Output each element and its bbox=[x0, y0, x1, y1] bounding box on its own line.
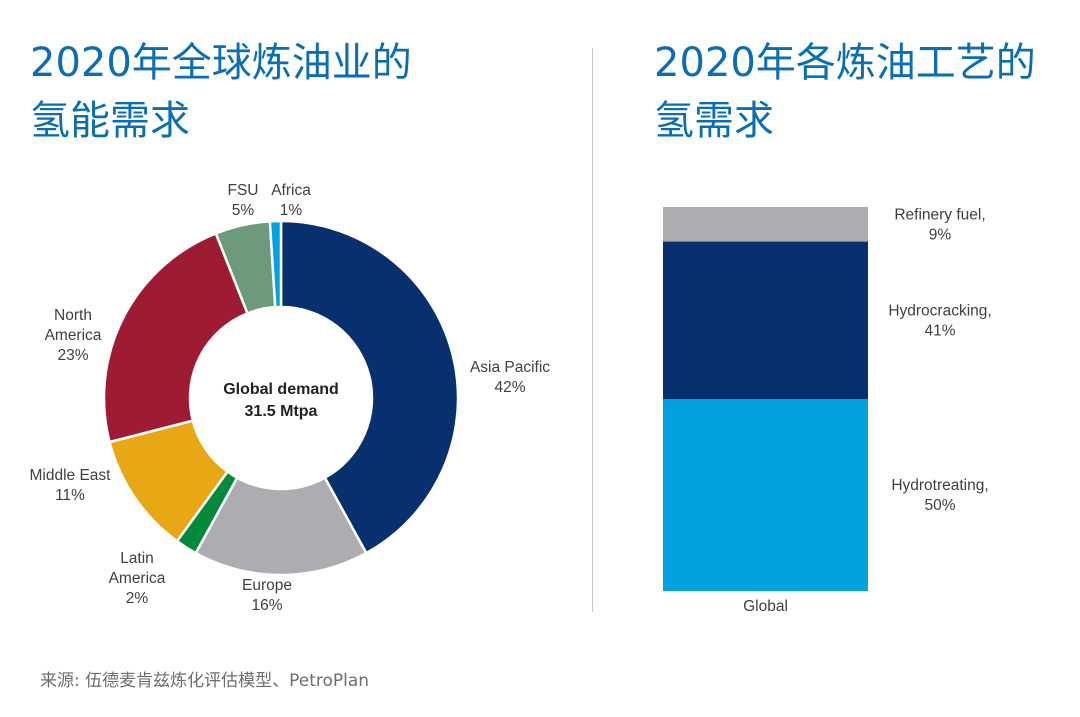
bar-label-refinery-fuel: Refinery fuel, 9% bbox=[894, 206, 985, 243]
slice-label-fsu: FSU 5% bbox=[228, 182, 259, 219]
slice-label-asia-pacific: Asia Pacific 42% bbox=[470, 359, 550, 396]
donut-center-value: 31.5 Mtpa bbox=[245, 403, 318, 420]
slice-label-europe: Europe 16% bbox=[242, 577, 292, 614]
left-chart-title: 2020年全球炼油业的 氢能需求 bbox=[30, 40, 412, 144]
slice-label-north-america: North America 23% bbox=[45, 307, 102, 364]
slice-europe bbox=[194, 476, 368, 577]
slice-africa bbox=[268, 219, 283, 309]
right-chart-title: 2020年各炼油工艺的 氢需求 bbox=[654, 40, 1036, 144]
donut-center-title: Global demand bbox=[223, 381, 339, 398]
slice-label-latin-america: Latin America 2% bbox=[109, 550, 166, 607]
bar-segment-refinery-fuel bbox=[663, 207, 868, 242]
bar-category-label: Global bbox=[743, 598, 788, 615]
donut-chart: Asia Pacific 42% Europe 16% Latin America 2% Mi… bbox=[30, 182, 551, 614]
slice-label-africa: Africa 1% bbox=[271, 182, 311, 219]
bar-label-hydrotreating: Hydrotreating, 50% bbox=[891, 477, 988, 514]
bar-label-hydrocracking: Hydrocracking, 41% bbox=[888, 302, 991, 339]
source-note: 来源: 伍德麦肯兹炼化评估模型、PetroPlan bbox=[40, 671, 370, 691]
slice-asia-pacific bbox=[279, 219, 460, 555]
bar-segment-hydrotreating bbox=[663, 399, 868, 591]
slice-north-america bbox=[102, 231, 250, 444]
chart-divider bbox=[592, 48, 593, 612]
stacked-bar-chart: Hydrotreating, 50% Hydrocracking, 41% Refine… bbox=[663, 206, 992, 615]
slice-label-middle-east: Middle East 11% bbox=[30, 467, 112, 504]
bar-segment-hydrocracking bbox=[663, 241, 868, 399]
